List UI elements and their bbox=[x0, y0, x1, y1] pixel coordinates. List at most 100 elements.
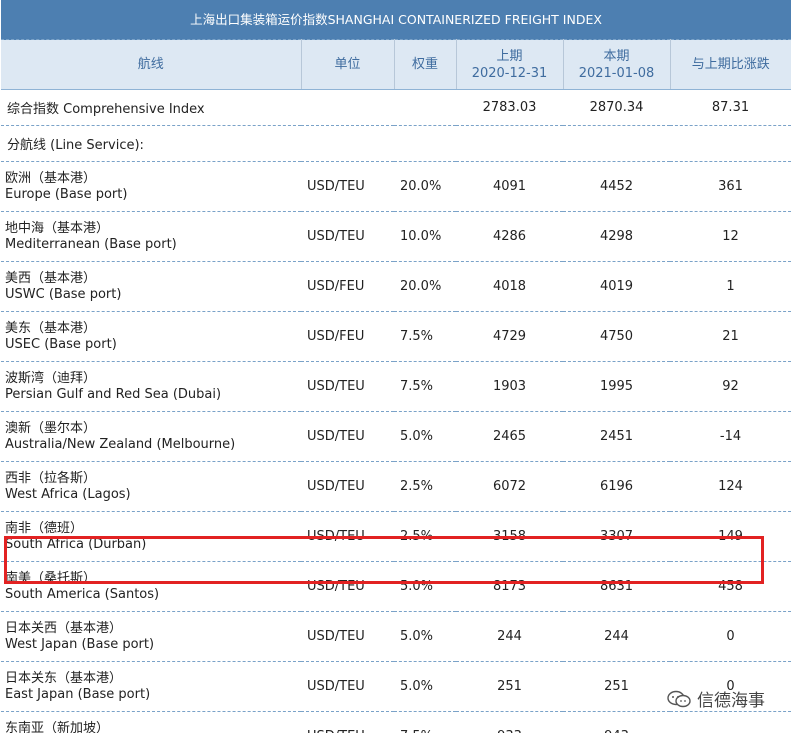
line-service-row: 分航线 (Line Service): bbox=[1, 125, 791, 162]
route-name-cn: 美东（基本港） bbox=[5, 320, 97, 336]
unit-cell: USD/TEU bbox=[301, 161, 394, 212]
weight-cell: 20.0% bbox=[394, 161, 456, 212]
weight-cell: 7.5% bbox=[394, 311, 456, 362]
current-value: 943 bbox=[563, 711, 670, 733]
table-row: 澳新（墨尔本） Australia/New Zealand (Melbourne… bbox=[1, 411, 791, 462]
current-value: 4452 bbox=[563, 161, 670, 212]
weight-cell: 20.0% bbox=[394, 261, 456, 312]
current-value: 1995 bbox=[563, 361, 670, 412]
unit-cell: USD/TEU bbox=[301, 361, 394, 412]
chat-bubble-icon bbox=[667, 690, 691, 707]
route-name-cn: 南非（德班） bbox=[5, 520, 84, 536]
unit-cell: USD/TEU bbox=[301, 411, 394, 462]
route-name: 欧洲（基本港） Europe (Base port) bbox=[1, 161, 301, 212]
route-name: 美西（基本港） USWC (Base port) bbox=[1, 261, 301, 312]
previous-value: 1903 bbox=[456, 361, 563, 412]
route-name: 美东（基本港） USEC (Base port) bbox=[1, 311, 301, 362]
weight-cell: 5.0% bbox=[394, 611, 456, 662]
current-value: 4019 bbox=[563, 261, 670, 312]
table-row: 地中海（基本港） Mediterranean (Base port) USD/T… bbox=[1, 211, 791, 262]
composite-weight bbox=[394, 89, 456, 126]
previous-value: 933 bbox=[456, 711, 563, 733]
change-value bbox=[670, 711, 791, 733]
weight-cell: 5.0% bbox=[394, 561, 456, 612]
route-name-cn: 美西（基本港） bbox=[5, 270, 97, 286]
table-row: 西非（拉各斯） West Africa (Lagos) USD/TEU 2.5%… bbox=[1, 461, 791, 512]
previous-value: 8173 bbox=[456, 561, 563, 612]
change-value: 124 bbox=[670, 461, 791, 512]
table-row: 波斯湾（迪拜） Persian Gulf and Red Sea (Dubai)… bbox=[1, 361, 791, 412]
route-name-en: West Japan (Base port) bbox=[5, 636, 155, 652]
route-name-en: Australia/New Zealand (Melbourne) bbox=[5, 436, 236, 452]
previous-value: 3158 bbox=[456, 511, 563, 562]
watermark: 信德海事 bbox=[667, 686, 765, 711]
route-name: 西非（拉各斯） West Africa (Lagos) bbox=[1, 461, 301, 512]
route-name-cn: 西非（拉各斯） bbox=[5, 470, 97, 486]
current-value: 2451 bbox=[563, 411, 670, 462]
change-value: 92 bbox=[670, 361, 791, 412]
route-name: 地中海（基本港） Mediterranean (Base port) bbox=[1, 211, 301, 262]
route-name-en: West Africa (Lagos) bbox=[5, 486, 131, 502]
unit-cell: USD/TEU bbox=[301, 661, 394, 712]
change-value: -14 bbox=[670, 411, 791, 462]
table-row: 南美（桑托斯） South America (Santos) USD/TEU 5… bbox=[1, 561, 791, 612]
previous-value: 4091 bbox=[456, 161, 563, 212]
route-name: 澳新（墨尔本） Australia/New Zealand (Melbourne… bbox=[1, 411, 301, 462]
header-current-label: 本期 bbox=[603, 48, 630, 64]
weight-cell: 2.5% bbox=[394, 511, 456, 562]
header-weight: 权重 bbox=[394, 39, 457, 90]
current-value: 251 bbox=[563, 661, 670, 712]
route-name-cn: 东南亚（新加坡） bbox=[5, 720, 110, 733]
change-value: 458 bbox=[670, 561, 791, 612]
header-route: 航线 bbox=[1, 39, 302, 90]
unit-cell: USD/TEU bbox=[301, 211, 394, 262]
route-name: 日本关西（基本港） West Japan (Base port) bbox=[1, 611, 301, 662]
weight-cell: 10.0% bbox=[394, 211, 456, 262]
composite-current: 2870.34 bbox=[563, 89, 670, 126]
route-name-en: USEC (Base port) bbox=[5, 336, 117, 352]
current-value: 4298 bbox=[563, 211, 670, 262]
header-row: 航线 单位 权重 上期 2020-12-31 本期 2021-01-08 与上期… bbox=[1, 39, 791, 90]
previous-value: 251 bbox=[456, 661, 563, 712]
unit-cell: USD/FEU bbox=[301, 261, 394, 312]
change-value: 149 bbox=[670, 511, 791, 562]
header-previous: 上期 2020-12-31 bbox=[456, 39, 564, 90]
header-unit: 单位 bbox=[301, 39, 395, 90]
route-name-cn: 日本关东（基本港） bbox=[5, 670, 123, 686]
header-previous-label: 上期 bbox=[496, 48, 523, 64]
current-value: 244 bbox=[563, 611, 670, 662]
table-title: 上海出口集装箱运价指数SHANGHAI CONTAINERIZED FREIGH… bbox=[1, 0, 791, 40]
route-name-cn: 日本关西（基本港） bbox=[5, 620, 123, 636]
header-current-date: 2021-01-08 bbox=[578, 65, 655, 81]
change-value: 0 bbox=[670, 611, 791, 662]
change-value: 361 bbox=[670, 161, 791, 212]
route-name: 东南亚（新加坡） Southeast Asia (Singapore) bbox=[1, 711, 301, 733]
previous-value: 2465 bbox=[456, 411, 563, 462]
route-name-en: USWC (Base port) bbox=[5, 286, 122, 302]
current-value: 6196 bbox=[563, 461, 670, 512]
change-value: 21 bbox=[670, 311, 791, 362]
header-previous-date: 2020-12-31 bbox=[471, 65, 548, 81]
header-change: 与上期比涨跌 bbox=[670, 39, 791, 90]
composite-row: 综合指数 Comprehensive Index 2783.03 2870.34… bbox=[1, 89, 791, 126]
unit-cell: USD/FEU bbox=[301, 311, 394, 362]
unit-cell: USD/TEU bbox=[301, 711, 394, 733]
route-name-cn: 澳新（墨尔本） bbox=[5, 420, 97, 436]
route-name-cn: 地中海（基本港） bbox=[5, 220, 110, 236]
header-current: 本期 2021-01-08 bbox=[563, 39, 671, 90]
composite-name: 综合指数 Comprehensive Index bbox=[1, 89, 301, 126]
table-row: 欧洲（基本港） Europe (Base port) USD/TEU 20.0%… bbox=[1, 161, 791, 212]
table-row: 南非（德班） South Africa (Durban) USD/TEU 2.5… bbox=[1, 511, 791, 562]
route-name-en: Mediterranean (Base port) bbox=[5, 236, 177, 252]
composite-previous: 2783.03 bbox=[456, 89, 563, 126]
unit-cell: USD/TEU bbox=[301, 611, 394, 662]
previous-value: 4286 bbox=[456, 211, 563, 262]
composite-change: 87.31 bbox=[670, 89, 791, 126]
current-value: 8631 bbox=[563, 561, 670, 612]
previous-value: 244 bbox=[456, 611, 563, 662]
current-value: 4750 bbox=[563, 311, 670, 362]
table-row: 日本关西（基本港） West Japan (Base port) USD/TEU… bbox=[1, 611, 791, 662]
current-value: 3307 bbox=[563, 511, 670, 562]
